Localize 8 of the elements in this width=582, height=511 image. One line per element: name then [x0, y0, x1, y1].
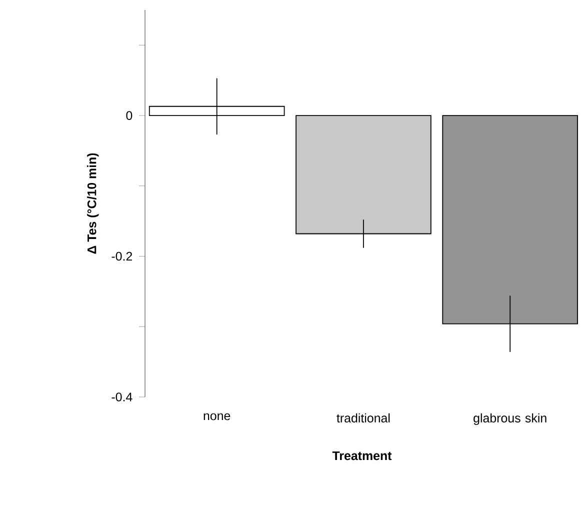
x-tick-label: glabrous skin	[474, 413, 546, 425]
x-tick-label: traditional	[336, 413, 390, 422]
x-axis-title: Treatment	[332, 451, 392, 460]
x-tick-label: none	[204, 413, 230, 420]
y-tick-label: -0.2	[112, 252, 132, 261]
y-axis-title: Δ Tes (°C/10 min)	[87, 153, 99, 254]
y-tick-label: 0	[126, 111, 132, 120]
y-tick-label: -0.4	[112, 392, 132, 402]
